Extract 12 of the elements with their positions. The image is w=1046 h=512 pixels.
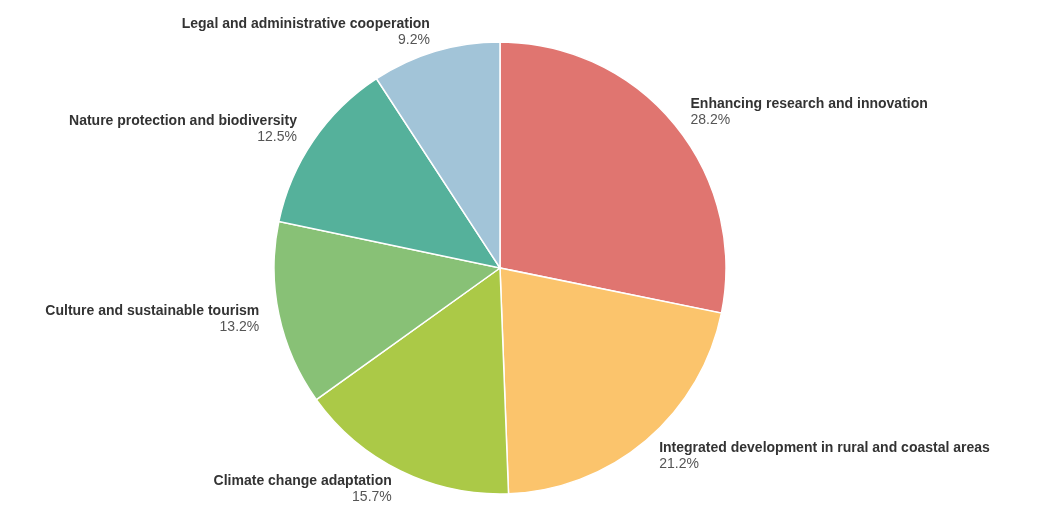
slice-label: Culture and sustainable tourism — [45, 301, 260, 318]
data-label: 21.2% — [659, 454, 699, 471]
data-label: 12.5% — [257, 128, 297, 145]
slice-label: Nature protection and biodiversity — [69, 112, 298, 129]
slice-label: Integrated development in rural and coastal areas — [659, 438, 991, 455]
slice-label: Enhancing research and innovation — [690, 95, 928, 112]
data-label: 15.7% — [352, 487, 392, 504]
data-label: 13.2% — [219, 317, 260, 334]
slice-label: Climate change adaptation — [213, 471, 392, 488]
slice-label: Legal and administrative cooperation — [181, 15, 430, 32]
data-label: 28.2% — [690, 111, 731, 128]
data-label: 9.2% — [397, 31, 430, 48]
